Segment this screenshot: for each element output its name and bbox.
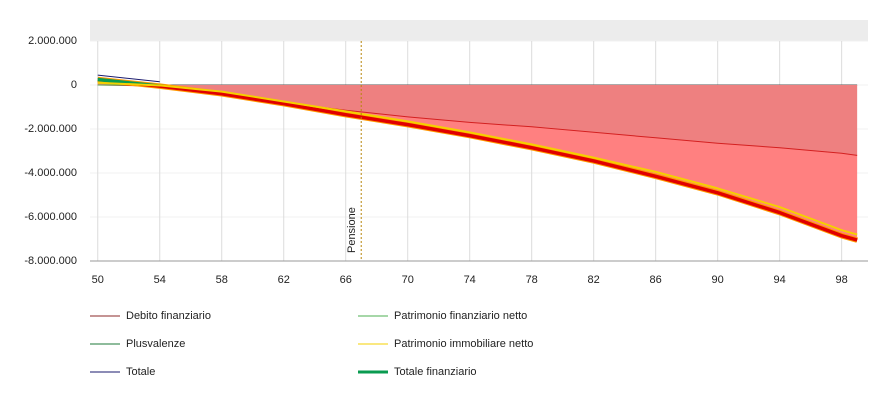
y-tick-label: 0	[71, 79, 77, 91]
series-line	[97, 81, 858, 236]
x-tick-label: 70	[402, 274, 414, 286]
legend-label: Patrimonio finanziario netto	[394, 310, 527, 322]
x-tick-label: 58	[216, 274, 228, 286]
x-tick-label: 62	[278, 274, 290, 286]
x-tick-label: 90	[712, 274, 724, 286]
y-tick-label: -8.000.000	[24, 255, 77, 267]
annotation-label: Pensione	[346, 207, 358, 253]
x-tick-label: 82	[588, 274, 600, 286]
y-tick-label: -6.000.000	[24, 211, 77, 223]
y-tick-label: -2.000.000	[24, 123, 77, 135]
y-tick-label: -4.000.000	[24, 167, 77, 179]
legend-label: Plusvalenze	[126, 338, 185, 350]
x-tick-label: 74	[464, 274, 476, 286]
x-tick-label: 50	[92, 274, 104, 286]
legend-label: Patrimonio immobiliare netto	[394, 338, 533, 350]
area	[97, 79, 858, 241]
legend-label: Debito finanziario	[126, 310, 211, 322]
legend-label: Totale finanziario	[394, 366, 477, 378]
x-tick-label: 98	[836, 274, 848, 286]
top-band	[90, 20, 868, 41]
series-line	[97, 74, 160, 83]
x-tick-label: 94	[774, 274, 786, 286]
x-tick-label: 66	[340, 274, 352, 286]
y-tick-label: 2.000.000	[28, 35, 77, 47]
x-tick-label: 86	[650, 274, 662, 286]
legend-label: Totale	[126, 366, 155, 378]
x-tick-label: 54	[154, 274, 166, 286]
x-tick-label: 78	[526, 274, 538, 286]
series-line	[97, 77, 858, 242]
